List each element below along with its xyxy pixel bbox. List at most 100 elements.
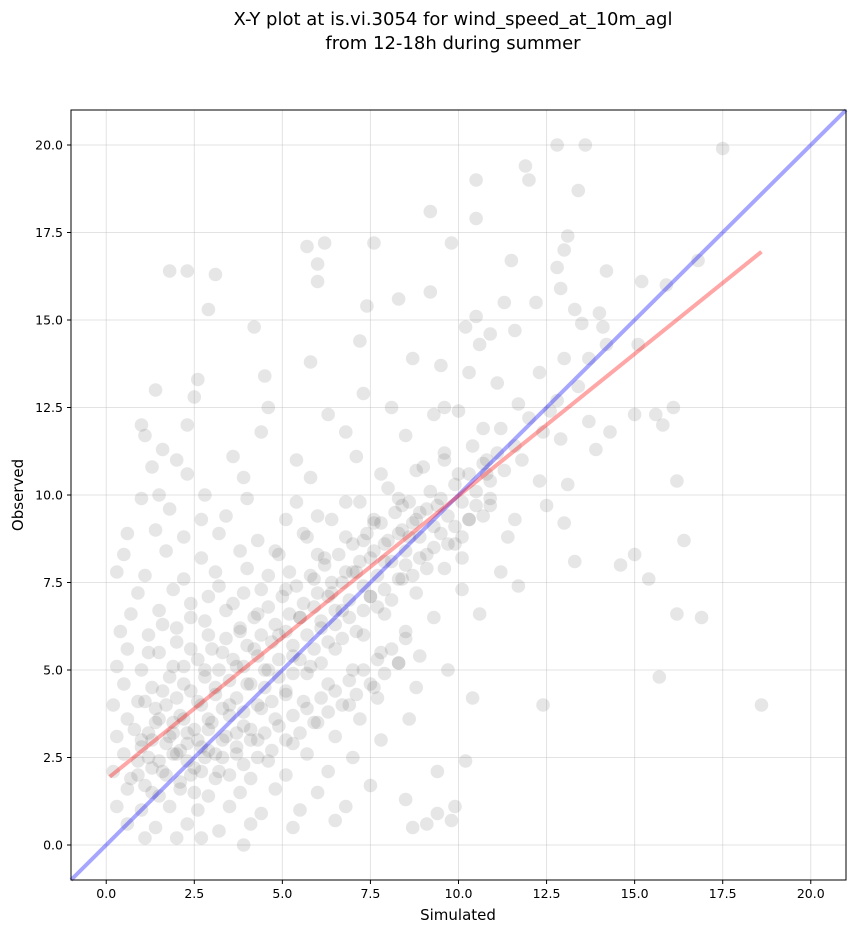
data-point	[215, 733, 230, 747]
data-point	[388, 505, 402, 520]
x-tick-label: 2.5	[184, 886, 204, 901]
data-point	[571, 379, 586, 394]
data-point	[300, 747, 314, 761]
data-point	[395, 498, 409, 513]
data-point	[346, 537, 360, 551]
data-point	[303, 568, 318, 583]
data-point	[293, 652, 307, 667]
data-point	[201, 712, 216, 726]
data-point	[455, 530, 469, 544]
data-point	[627, 547, 642, 562]
data-point	[335, 631, 350, 646]
data-point	[550, 393, 564, 408]
data-point	[363, 778, 378, 793]
data-point	[613, 558, 628, 572]
data-point	[536, 698, 550, 712]
data-point	[236, 838, 251, 852]
data-point	[353, 495, 367, 509]
data-point	[567, 554, 582, 569]
data-point	[152, 789, 166, 803]
data-point	[405, 820, 420, 835]
data-point	[145, 733, 159, 747]
data-point	[148, 383, 163, 397]
data-point	[300, 628, 314, 642]
data-point	[254, 806, 269, 821]
data-point	[173, 782, 188, 796]
data-point	[173, 743, 188, 758]
data-point	[374, 733, 388, 747]
data-point	[409, 680, 424, 695]
data-point	[363, 589, 378, 604]
data-point	[303, 470, 318, 485]
data-point	[134, 803, 149, 817]
data-point	[194, 831, 209, 845]
data-point	[166, 659, 180, 674]
y-axis-label: Observed	[9, 459, 27, 531]
data-point	[268, 782, 283, 796]
data-point	[384, 593, 399, 607]
data-point	[567, 302, 582, 317]
data-point	[250, 649, 265, 663]
data-point	[465, 439, 480, 453]
data-point	[233, 544, 247, 558]
data-point	[254, 628, 269, 642]
data-point	[321, 407, 335, 422]
chart-title-line-2: from 12-18h during summer	[325, 33, 581, 54]
data-point	[120, 712, 135, 726]
data-point	[381, 533, 395, 548]
data-point	[666, 400, 681, 415]
x-axis-label: Simulated	[420, 906, 496, 924]
data-point	[419, 561, 434, 576]
data-point	[430, 498, 445, 513]
data-point	[162, 502, 177, 516]
data-point	[233, 621, 247, 635]
data-point	[331, 547, 346, 562]
data-point	[176, 677, 191, 691]
data-point	[578, 138, 593, 152]
data-point	[120, 642, 135, 656]
data-point	[261, 568, 276, 583]
data-point	[458, 754, 473, 768]
data-point	[532, 474, 547, 488]
data-point	[282, 565, 297, 579]
data-point	[670, 607, 684, 621]
data-point	[427, 610, 441, 625]
data-point	[257, 726, 272, 740]
data-point	[405, 516, 420, 530]
data-point	[599, 337, 614, 352]
data-point	[205, 642, 219, 656]
data-point	[187, 390, 202, 404]
data-point	[257, 680, 272, 695]
data-point	[194, 740, 209, 754]
data-point	[169, 621, 184, 635]
data-point	[557, 243, 571, 257]
data-point	[490, 446, 505, 460]
data-point	[117, 747, 131, 761]
data-point	[504, 253, 519, 268]
data-point	[469, 498, 483, 513]
data-point	[289, 495, 304, 509]
data-point	[483, 327, 498, 341]
data-point	[180, 726, 195, 740]
data-point	[215, 750, 230, 765]
data-point	[391, 292, 406, 306]
data-point	[215, 701, 230, 716]
data-point	[300, 666, 314, 681]
data-point	[173, 708, 188, 723]
data-point	[268, 617, 283, 632]
data-point	[497, 463, 512, 478]
data-point	[250, 607, 265, 621]
data-point	[303, 355, 318, 369]
data-point	[159, 698, 173, 712]
data-point	[134, 491, 149, 506]
data-point	[444, 813, 459, 828]
data-point	[106, 764, 121, 779]
data-point	[314, 656, 328, 670]
data-point	[191, 733, 205, 747]
data-point	[412, 649, 427, 663]
data-point	[423, 285, 438, 299]
data-point	[310, 547, 325, 562]
data-point	[353, 554, 367, 569]
data-point	[201, 628, 216, 642]
data-point	[356, 579, 371, 593]
